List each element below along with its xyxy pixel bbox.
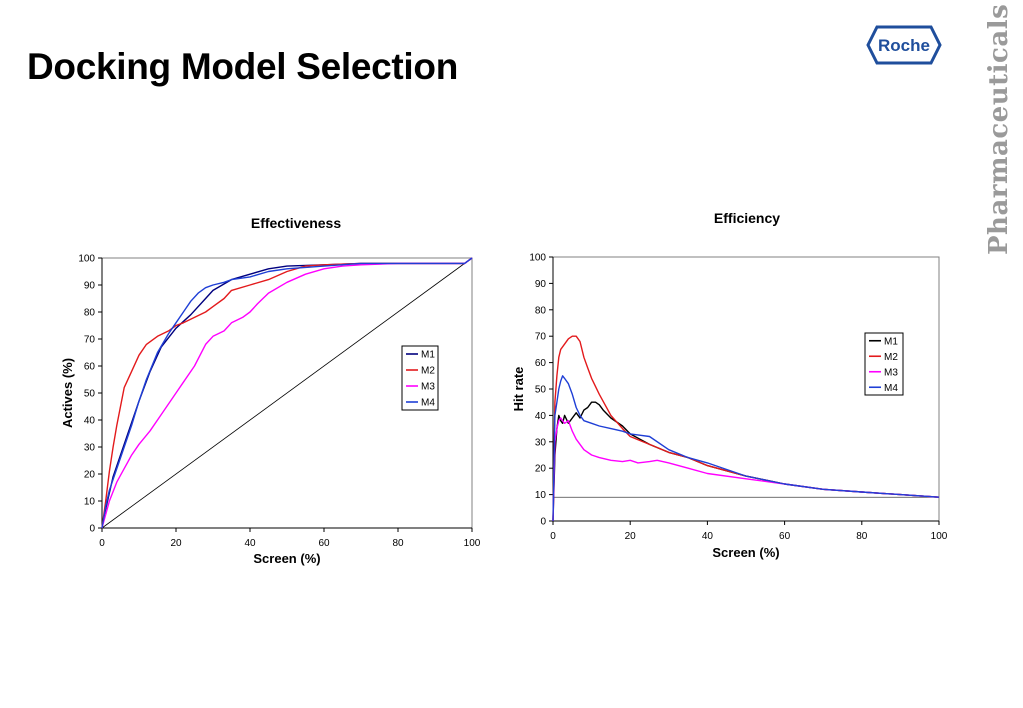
effectiveness-x-tick-label: 100 [464, 538, 481, 549]
effectiveness-y-tick-label: 100 [78, 254, 95, 265]
effectiveness-legend-label-m2: M2 [421, 366, 435, 377]
effectiveness-series-m4 [101, 257, 473, 529]
efficiency-y-tick-label: 20 [535, 464, 547, 475]
efficiency-y-tick-label: 30 [535, 437, 547, 448]
efficiency-x-tick-label: 80 [856, 531, 868, 542]
effectiveness-x-tick-label: 80 [392, 538, 404, 549]
efficiency-legend-label-m2: M2 [884, 352, 898, 363]
effectiveness-y-tick-label: 20 [84, 470, 96, 481]
effectiveness-reference-line [101, 257, 473, 529]
effectiveness-y-tick-label: 10 [84, 497, 96, 508]
effectiveness-y-tick-label: 30 [84, 443, 96, 454]
efficiency-y-tick-label: 0 [540, 517, 546, 528]
efficiency-x-tick-label: 40 [702, 531, 714, 542]
roche-logo: Roche [866, 25, 942, 65]
efficiency-y-tick-label: 80 [535, 305, 547, 316]
efficiency-series-m3 [552, 417, 940, 522]
effectiveness-legend [401, 345, 439, 411]
effectiveness-y-tick-label: 50 [84, 389, 96, 400]
efficiency-y-tick-label: 40 [535, 411, 547, 422]
efficiency-legend-label-m4: M4 [884, 383, 898, 394]
effectiveness-y-tick-label: 60 [84, 362, 96, 373]
efficiency-y-tick-label: 100 [529, 253, 546, 264]
effectiveness-x-tick-label: 0 [99, 538, 105, 549]
effectiveness-y-tick-label: 70 [84, 335, 96, 346]
efficiency-y-axis-label: Hit rate [511, 367, 526, 412]
efficiency-y-tick-label: 90 [535, 279, 547, 290]
effectiveness-x-axis-label: Screen (%) [253, 551, 320, 566]
efficiency-x-tick-label: 0 [550, 531, 556, 542]
slide-title: Docking Model Selection [27, 46, 458, 87]
effectiveness-chart-title: Effectiveness [251, 215, 341, 231]
effectiveness-y-tick-label: 80 [84, 308, 96, 319]
effectiveness-legend-label-m1: M1 [421, 350, 435, 361]
efficiency-x-tick-label: 100 [931, 531, 948, 542]
efficiency-legend-label-m1: M1 [884, 336, 898, 347]
efficiency-y-tick-label: 60 [535, 358, 547, 369]
effectiveness-series-m3 [101, 257, 473, 529]
efficiency-y-tick-label: 50 [535, 385, 547, 396]
effectiveness-y-axis-label: Actives (%) [60, 358, 75, 428]
efficiency-series-m4 [552, 375, 940, 522]
effectiveness-x-tick-label: 40 [244, 538, 256, 549]
efficiency-chart-title: Efficiency [714, 210, 780, 226]
roche-logo-text: Roche [878, 36, 930, 55]
efficiency-legend [864, 332, 904, 396]
efficiency-legend-label-m3: M3 [884, 367, 898, 378]
efficiency-y-tick-label: 10 [535, 490, 547, 501]
efficiency-x-tick-label: 20 [625, 531, 637, 542]
effectiveness-y-tick-label: 40 [84, 416, 96, 427]
effectiveness-y-tick-label: 90 [84, 281, 96, 292]
effectiveness-y-tick-label: 0 [89, 524, 95, 535]
efficiency-x-axis-label: Screen (%) [712, 545, 779, 560]
effectiveness-x-tick-label: 60 [318, 538, 330, 549]
effectiveness-x-tick-label: 20 [170, 538, 182, 549]
effectiveness-legend-label-m3: M3 [421, 382, 435, 393]
effectiveness-legend-label-m4: M4 [421, 398, 435, 409]
efficiency-x-tick-label: 60 [779, 531, 791, 542]
roche-logo-hexagon [866, 25, 942, 65]
efficiency-y-tick-label: 70 [535, 332, 547, 343]
